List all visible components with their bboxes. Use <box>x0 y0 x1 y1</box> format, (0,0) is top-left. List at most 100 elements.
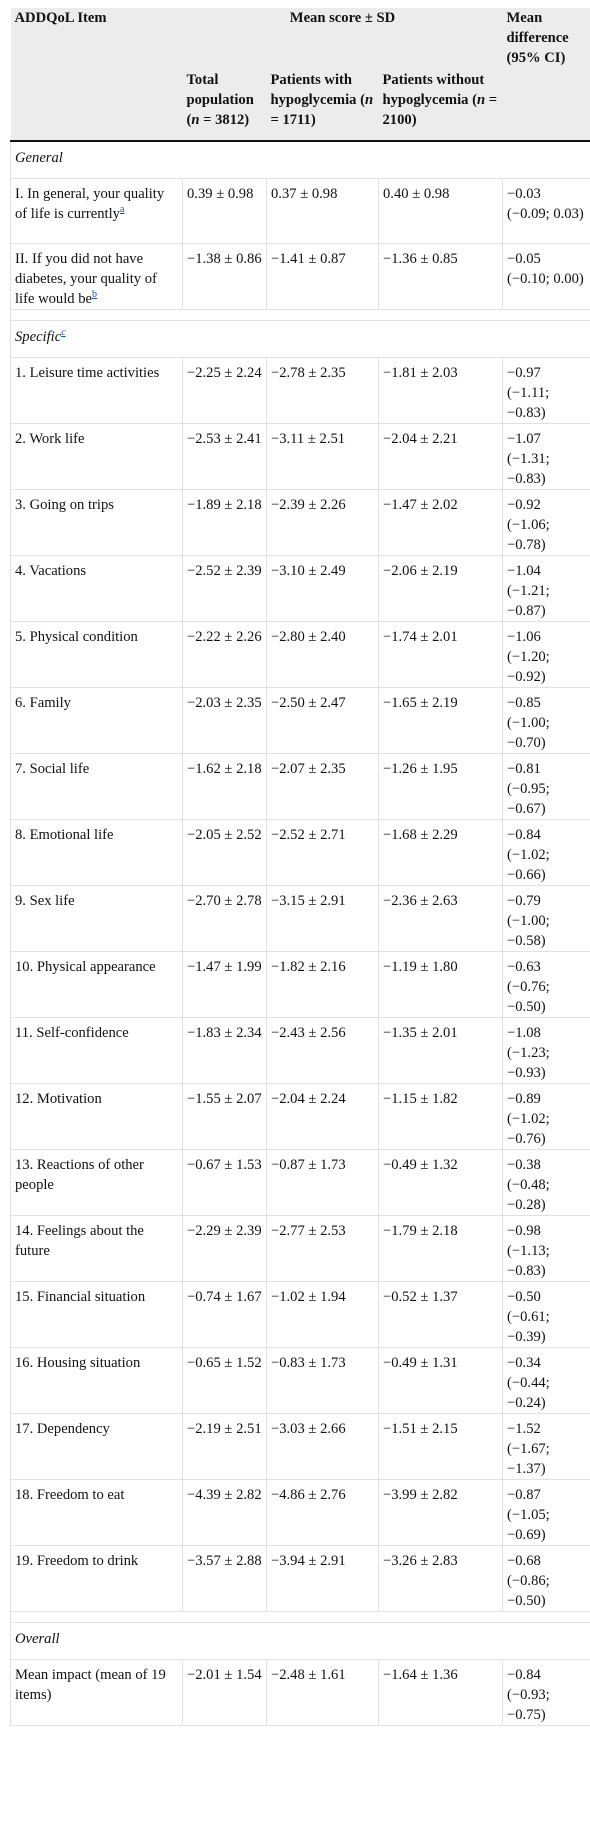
cell-without-hypoglycemia: −3.99 ± 2.82 <box>379 1480 503 1546</box>
cell-item: Mean impact (mean of 19 items) <box>11 1660 183 1726</box>
cell-without-hypoglycemia: −1.47 ± 2.02 <box>379 490 503 556</box>
cell-without-hypoglycemia: −1.36 ± 0.85 <box>379 244 503 310</box>
cell-item: 13. Reactions of other people <box>11 1150 183 1216</box>
cell-total: −1.62 ± 2.18 <box>183 754 267 820</box>
cell-item: 8. Emotional life <box>11 820 183 886</box>
cell-with-hypoglycemia: −0.87 ± 1.73 <box>267 1150 379 1216</box>
cell-total: −2.01 ± 1.54 <box>183 1660 267 1726</box>
cell-without-hypoglycemia: −3.26 ± 2.83 <box>379 1546 503 1612</box>
item-label: 15. Financial situation <box>15 1289 145 1305</box>
item-label: 19. Freedom to drink <box>15 1553 138 1569</box>
cell-item: 14. Feelings about the future <box>11 1216 183 1282</box>
section-specific-label: Specific <box>15 329 61 345</box>
cell-total: −0.74 ± 1.67 <box>183 1282 267 1348</box>
item-label: 5. Physical condition <box>15 629 138 645</box>
table-row: 17. Dependency−2.19 ± 2.51−3.03 ± 2.66−1… <box>11 1414 590 1480</box>
cell-mean-difference: −1.06 (−1.20; −0.92) <box>503 622 590 688</box>
cell-with-hypoglycemia: −3.15 ± 2.91 <box>267 886 379 952</box>
table-row: 10. Physical appearance−1.47 ± 1.99−1.82… <box>11 952 590 1018</box>
footnote-link[interactable]: a <box>120 204 124 215</box>
cell-total: −2.70 ± 2.78 <box>183 886 267 952</box>
cell-with-hypoglycemia: −2.04 ± 2.24 <box>267 1084 379 1150</box>
item-label: 9. Sex life <box>15 893 75 909</box>
section-specific: Specificc <box>11 321 590 358</box>
table-row: 12. Motivation−1.55 ± 2.07−2.04 ± 2.24−1… <box>11 1084 590 1150</box>
cell-item: 12. Motivation <box>11 1084 183 1150</box>
table-row: 16. Housing situation−0.65 ± 1.52−0.83 ±… <box>11 1348 590 1414</box>
cell-without-hypoglycemia: −1.79 ± 2.18 <box>379 1216 503 1282</box>
header-without-hypoglycemia: Patients without hypoglycemia (n = 2100) <box>379 68 503 141</box>
header-with-hypoglycemia: Patients with hypoglycemia (n = 1711) <box>267 68 379 141</box>
cell-mean-difference: −0.97 (−1.11; −0.83) <box>503 358 590 424</box>
cell-with-hypoglycemia: −3.10 ± 2.49 <box>267 556 379 622</box>
item-label: 2. Work life <box>15 431 84 447</box>
cell-item: 5. Physical condition <box>11 622 183 688</box>
cell-item: 3. Going on trips <box>11 490 183 556</box>
cell-mean-difference: −0.81 (−0.95; −0.67) <box>503 754 590 820</box>
cell-item: 10. Physical appearance <box>11 952 183 1018</box>
cell-item: I. In general, your quality of life is c… <box>11 179 183 244</box>
table-row: 7. Social life −1.62 ± 2.18−2.07 ± 2.35−1… <box>11 754 590 820</box>
cell-with-hypoglycemia: −2.80 ± 2.40 <box>267 622 379 688</box>
section-general-label: General <box>15 150 63 166</box>
item-label: 14. Feelings about the future <box>15 1223 144 1259</box>
cell-without-hypoglycemia: −2.06 ± 2.19 <box>379 556 503 622</box>
cell-without-hypoglycemia: −1.64 ± 1.36 <box>379 1660 503 1726</box>
table-row: 8. Emotional life−2.05 ± 2.52−2.52 ± 2.7… <box>11 820 590 886</box>
cell-total: −2.52 ± 2.39 <box>183 556 267 622</box>
addqol-table: ADDQoL Item Mean score ± SD Mean differe… <box>10 8 590 1726</box>
cell-with-hypoglycemia: −0.83 ± 1.73 <box>267 1348 379 1414</box>
cell-without-hypoglycemia: −2.36 ± 2.63 <box>379 886 503 952</box>
cell-mean-difference: −0.84 (−1.02; −0.66) <box>503 820 590 886</box>
cell-mean-difference: −0.85 (−1.00; −0.70) <box>503 688 590 754</box>
cell-mean-difference: −1.04 (−1.21; −0.87) <box>503 556 590 622</box>
cell-with-hypoglycemia: −2.48 ± 1.61 <box>267 1660 379 1726</box>
cell-with-hypoglycemia: −1.02 ± 1.94 <box>267 1282 379 1348</box>
cell-item: 6. Family <box>11 688 183 754</box>
item-label: 12. Motivation <box>15 1091 102 1107</box>
cell-total: −3.57 ± 2.88 <box>183 1546 267 1612</box>
footnote-link[interactable]: c <box>61 327 65 338</box>
cell-with-hypoglycemia: 0.37 ± 0.98 <box>267 179 379 244</box>
cell-item: 7. Social life <box>11 754 183 820</box>
cell-item: 19. Freedom to drink <box>11 1546 183 1612</box>
item-label: 1. Leisure time activities <box>15 365 159 381</box>
cell-total: −1.83 ± 2.34 <box>183 1018 267 1084</box>
table-row: 3. Going on trips−1.89 ± 2.18−2.39 ± 2.2… <box>11 490 590 556</box>
cell-with-hypoglycemia: −2.77 ± 2.53 <box>267 1216 379 1282</box>
header-total-population: Total population (n = 3812) <box>183 68 267 141</box>
cell-item: 1. Leisure time activities <box>11 358 183 424</box>
cell-mean-difference: −1.08 (−1.23; −0.93) <box>503 1018 590 1084</box>
cell-with-hypoglycemia: −1.82 ± 2.16 <box>267 952 379 1018</box>
item-label: 7. Social life <box>15 761 89 777</box>
cell-with-hypoglycemia: −2.43 ± 2.56 <box>267 1018 379 1084</box>
cell-without-hypoglycemia: −0.49 ± 1.32 <box>379 1150 503 1216</box>
cell-without-hypoglycemia: −1.26 ± 1.95 <box>379 754 503 820</box>
table-row: 14. Feelings about the future−2.29 ± 2.3… <box>11 1216 590 1282</box>
item-label: 17. Dependency <box>15 1421 110 1437</box>
cell-total: 0.39 ± 0.98 <box>183 179 267 244</box>
cell-mean-difference: −0.89 (−1.02; −0.76) <box>503 1084 590 1150</box>
section-gap <box>11 310 590 321</box>
cell-with-hypoglycemia: −2.07 ± 2.35 <box>267 754 379 820</box>
table-row: 4. Vacations −2.52 ± 2.39−3.10 ± 2.49−2.0… <box>11 556 590 622</box>
item-label: 4. Vacations <box>15 563 86 579</box>
cell-item: 17. Dependency <box>11 1414 183 1480</box>
cell-item: 18. Freedom to eat <box>11 1480 183 1546</box>
cell-item: 9. Sex life <box>11 886 183 952</box>
table-row: 11. Self-confidence−1.83 ± 2.34−2.43 ± 2… <box>11 1018 590 1084</box>
cell-without-hypoglycemia: −0.49 ± 1.31 <box>379 1348 503 1414</box>
table-row: I. In general, your quality of life is c… <box>11 179 590 244</box>
table-row: 1. Leisure time activities−2.25 ± 2.24−2… <box>11 358 590 424</box>
cell-item: II. If you did not have diabetes, your q… <box>11 244 183 310</box>
cell-mean-difference: −1.52 (−1.67; −1.37) <box>503 1414 590 1480</box>
cell-without-hypoglycemia: −1.65 ± 2.19 <box>379 688 503 754</box>
footnote-link[interactable]: b <box>92 289 97 300</box>
cell-total: −4.39 ± 2.82 <box>183 1480 267 1546</box>
cell-item: 15. Financial situation <box>11 1282 183 1348</box>
cell-total: −0.67 ± 1.53 <box>183 1150 267 1216</box>
cell-with-hypoglycemia: −1.41 ± 0.87 <box>267 244 379 310</box>
cell-item: 16. Housing situation <box>11 1348 183 1414</box>
cell-total: −2.25 ± 2.24 <box>183 358 267 424</box>
cell-mean-difference: −0.79 (−1.00; −0.58) <box>503 886 590 952</box>
